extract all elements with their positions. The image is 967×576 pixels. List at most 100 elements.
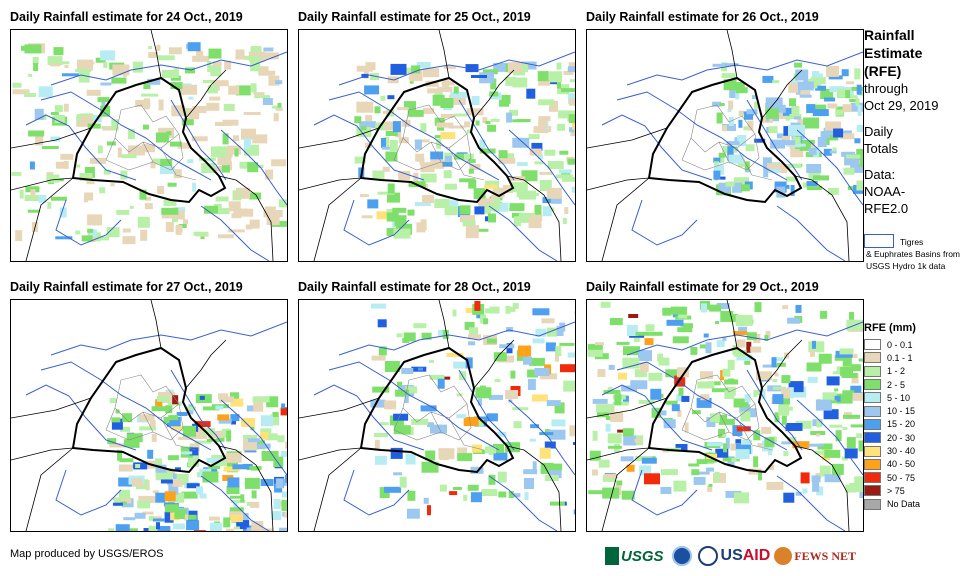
rainfall-cell: [813, 81, 818, 89]
rainfall-cell: [463, 417, 480, 426]
rainfall-cell: [859, 158, 863, 167]
rainfall-cell: [63, 103, 69, 112]
rainfall-cell: [467, 484, 479, 491]
rainfall-cell: [385, 151, 398, 162]
rainfall-cell: [139, 414, 155, 422]
rainfall-cell: [170, 82, 183, 90]
rainfall-cell: [719, 176, 726, 180]
rainfall-cell: [824, 449, 841, 458]
rainfall-cell: [115, 409, 120, 414]
rainfall-cell: [810, 77, 826, 84]
rainfall-cell: [439, 484, 447, 492]
basin-key-label: Tigres: [900, 237, 924, 247]
rainfall-cell: [768, 448, 772, 456]
rainfall-cell: [380, 95, 386, 101]
rainfall-cell: [123, 439, 135, 448]
rainfall-cell: [264, 206, 276, 212]
rainfall-cell: [107, 438, 117, 445]
rainfall-cell: [258, 70, 276, 76]
rainfall-cell: [27, 209, 40, 213]
rainfall-cell: [722, 63, 739, 67]
rainfall-cell: [261, 415, 273, 427]
rainfall-cell: [427, 88, 442, 94]
rainfall-cell: [135, 100, 151, 107]
rainfall-cell: [738, 110, 744, 115]
rainfall-cell: [204, 205, 218, 214]
rainfall-cell: [156, 44, 161, 51]
rainfall-cell: [559, 342, 575, 346]
rainfall-cell: [149, 420, 156, 427]
rainfall-cell: [155, 464, 167, 473]
rainfall-cell: [23, 93, 36, 97]
rainfall-cell: [549, 71, 563, 83]
rainfall-cell: [616, 341, 630, 345]
rainfall-cell: [235, 49, 245, 60]
rainfall-cell: [363, 68, 369, 79]
usgs-wave-icon: [605, 547, 619, 565]
rainfall-cell: [518, 212, 534, 223]
rainfall-cell: [707, 485, 713, 492]
rainfall-cell: [281, 499, 287, 511]
rainfall-cell: [616, 480, 623, 486]
rainfall-cell: [783, 126, 792, 137]
rainfall-cell: [784, 184, 790, 189]
rainfall-cell: [722, 124, 736, 131]
rainfall-cell: [587, 344, 603, 356]
rainfall-cell: [806, 104, 816, 114]
basin-outline: [25, 384, 137, 451]
rainfall-cell: [570, 79, 575, 83]
rainfall-cell: [34, 108, 44, 120]
rainfall-cell: [100, 50, 116, 61]
basin-outline: [338, 51, 575, 86]
rainfall-cell: [237, 208, 254, 217]
rainfall-cell: [503, 185, 513, 194]
province-boundary: [681, 137, 730, 171]
rainfall-cell: [198, 157, 216, 161]
rainfall-cell: [490, 78, 497, 90]
rainfall-cell: [230, 414, 240, 422]
rainfall-cell: [488, 213, 496, 223]
rainfall-cell: [405, 453, 416, 465]
rainfall-cell: [228, 85, 240, 95]
rainfall-cell: [522, 64, 529, 72]
rainfall-cell: [799, 139, 815, 151]
rainfall-cell: [423, 497, 429, 504]
rainfall-cell: [239, 161, 253, 169]
rainfall-cell: [471, 75, 487, 78]
rainfall-cell: [670, 306, 687, 315]
usaid-us: US: [720, 547, 743, 564]
basin-outline: [25, 114, 137, 181]
rainfall-cell: [28, 130, 45, 137]
rainfall-cell: [393, 413, 409, 421]
map-description: Rainfall Estimate (RFE) through Oct 29, …: [864, 26, 964, 217]
rainfall-cell: [773, 386, 787, 390]
rainfall-cell: [192, 106, 207, 113]
rainfall-cell: [559, 150, 569, 155]
rainfall-cell: [508, 491, 514, 498]
rainfall-cell: [155, 492, 166, 503]
rainfall-cell: [840, 133, 855, 140]
rainfall-cell: [638, 350, 652, 362]
country-border: [726, 300, 738, 349]
rainfall-cell: [117, 147, 122, 158]
rainfall-cell: [215, 122, 232, 126]
rainfall-cell: [735, 315, 753, 326]
rainfall-cell: [524, 478, 534, 489]
legend-label: 10 - 15: [887, 406, 916, 417]
rainfall-cell: [485, 308, 492, 314]
rainfall-cell: [728, 116, 734, 126]
country-border: [794, 175, 850, 261]
rainfall-cell: [776, 362, 786, 367]
rainfall-cell: [479, 385, 486, 390]
rainfall-cell: [789, 98, 796, 107]
rainfall-cell: [850, 385, 862, 396]
rainfall-cell: [564, 207, 569, 215]
rainfall-cell: [609, 318, 623, 325]
rainfall-cell: [422, 195, 435, 203]
rainfall-cell: [434, 199, 450, 208]
basin-outline: [200, 205, 270, 261]
rainfall-cell: [87, 228, 94, 233]
rainfall-cell: [233, 501, 238, 511]
rainfall-cell: [803, 117, 820, 129]
rainfall-cell: [724, 379, 739, 385]
